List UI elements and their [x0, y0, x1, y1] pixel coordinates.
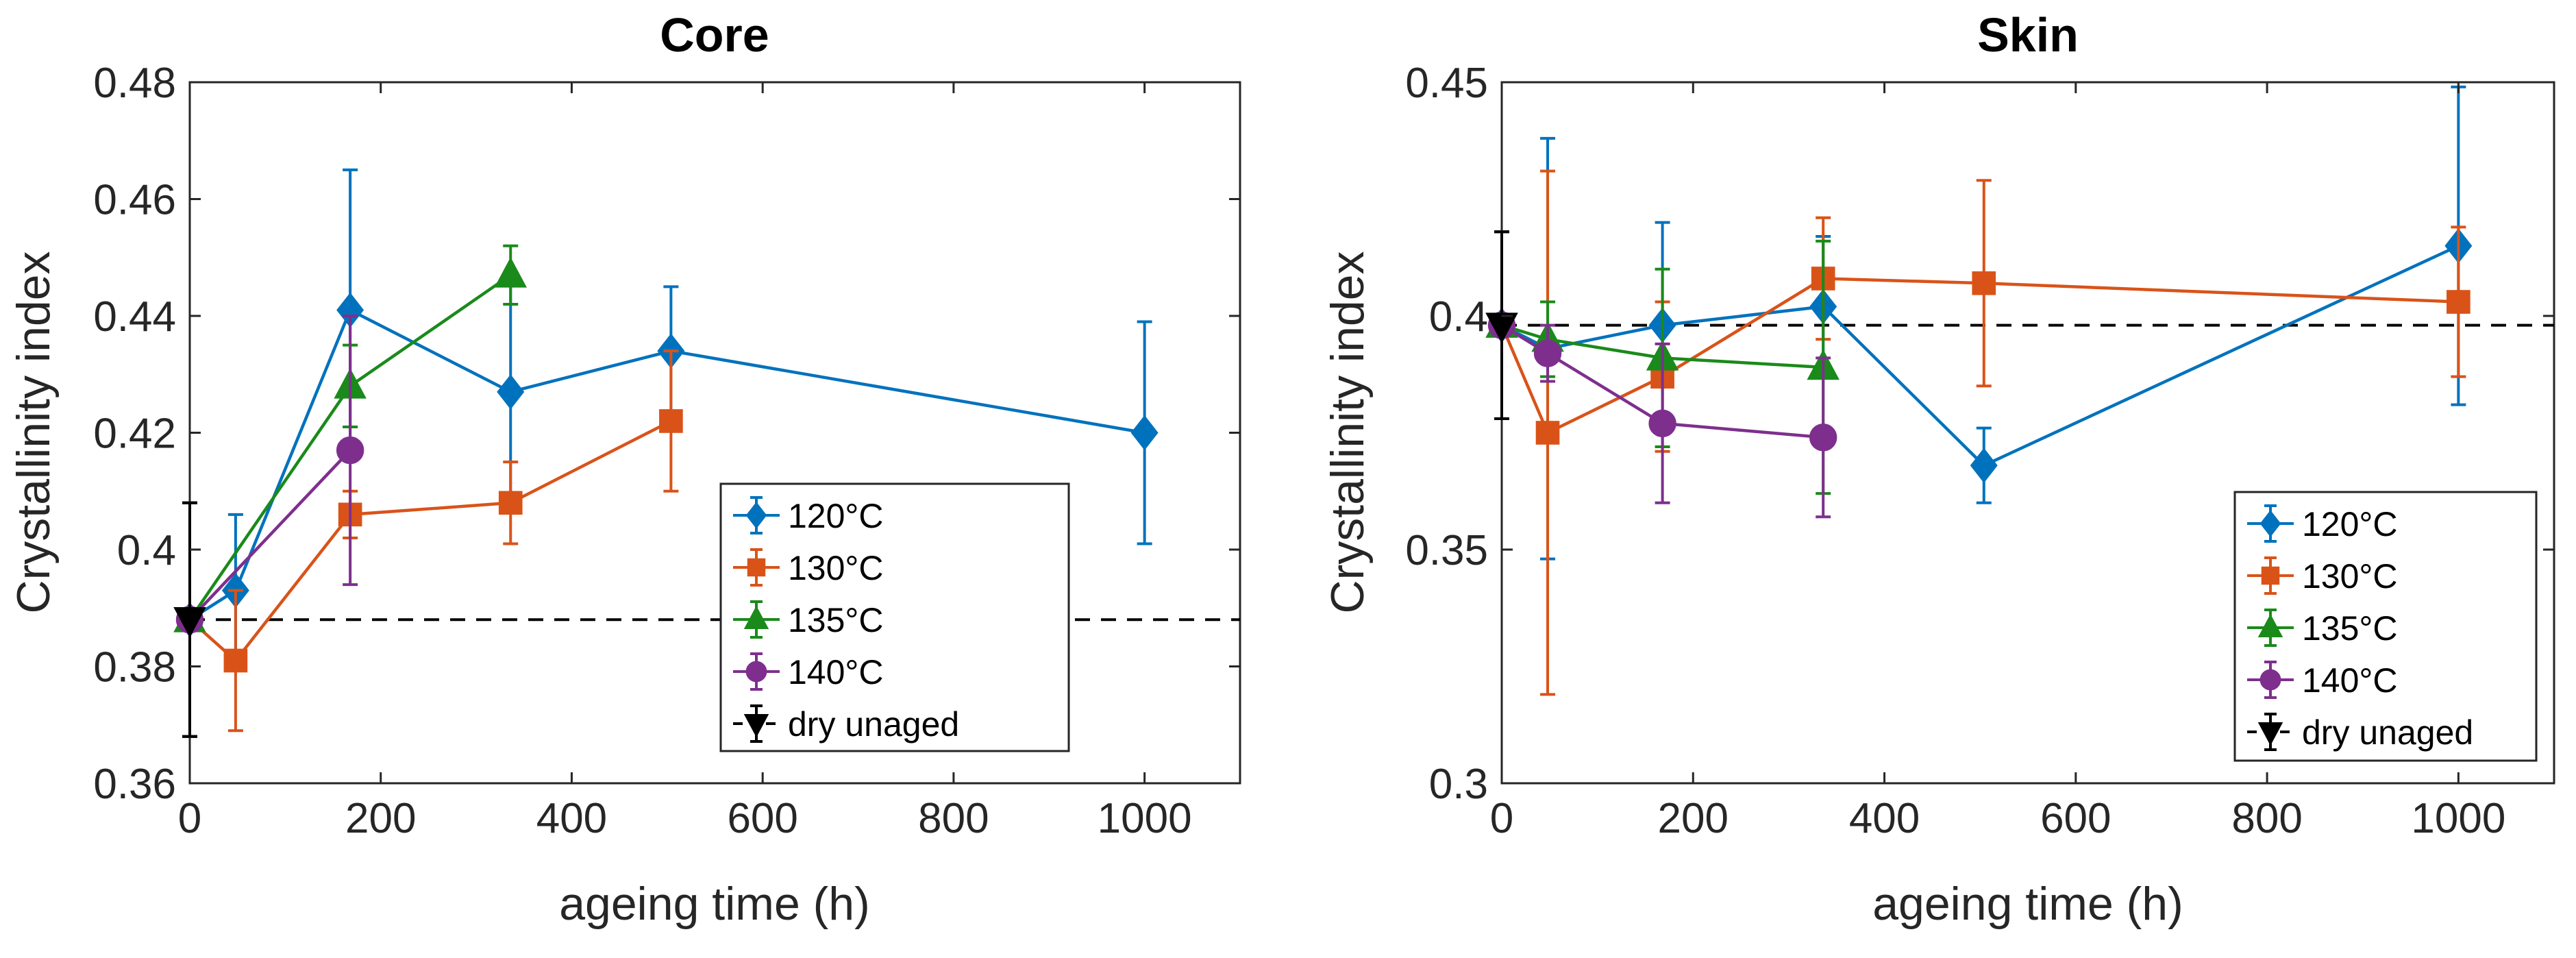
- core-y-tick-label: 0.44: [93, 293, 176, 341]
- core-chart: 0 200 400 600 800 1000 0.36 0.38 0.4 0.42 0.44 0.46…: [8, 8, 1241, 930]
- skin-legend-entry: 135°C: [2247, 609, 2398, 648]
- skin-data-point: [1535, 421, 1560, 445]
- core-legend-entry: 120°C: [733, 496, 884, 535]
- skin-legend-label: 140°C: [2302, 661, 2398, 700]
- skin-legend-marker: [2257, 613, 2283, 637]
- core-chart-title: Core: [660, 8, 769, 62]
- skin-legend-label: 120°C: [2302, 505, 2398, 543]
- core-legend-entry: 130°C: [733, 548, 884, 587]
- core-legend-marker: [747, 558, 766, 577]
- core-y-tick-label: 0.46: [93, 177, 176, 224]
- skin-dry-unaged-point: [1485, 312, 1518, 343]
- core-series-line: [188, 449, 351, 621]
- skin-y-tick-label: 0.3: [1429, 761, 1488, 808]
- core-x-axis-label: ageing time (h): [559, 878, 870, 930]
- skin-chart: 0 200 400 600 800 1000 0.3 0.35 0.4 0.45 Skin age…: [1322, 8, 2555, 930]
- skin-legend-entry: 140°C: [2247, 661, 2398, 700]
- core-plot-area: [188, 81, 1241, 785]
- skin-data-point: [1533, 339, 1562, 367]
- core-x-tick-label: 800: [918, 795, 989, 842]
- core-legend-label: 135°C: [788, 601, 884, 639]
- skin-data-point: [1809, 423, 1837, 452]
- skin-legend-entry: 130°C: [2247, 556, 2398, 595]
- skin-y-tick-label: 0.4: [1429, 293, 1488, 341]
- skin-legend-marker: [2259, 510, 2281, 537]
- skin-series-line: [1500, 323, 1824, 439]
- skin-y-tick-label: 0.45: [1405, 60, 1488, 107]
- core-legend-marker: [743, 605, 769, 629]
- core-x-tick-label: 400: [536, 795, 607, 842]
- core-legend-label: 140°C: [788, 653, 884, 691]
- core-x-tick-label: 0: [178, 795, 201, 842]
- skin-legend-label: dry unaged: [2302, 713, 2473, 752]
- skin-data-point: [1972, 271, 1996, 295]
- skin-legend-label: 130°C: [2302, 557, 2398, 595]
- core-legend-marker: [745, 502, 767, 529]
- core-legend-label: 120°C: [788, 497, 884, 535]
- skin-legend-entry: dry unaged: [2247, 713, 2473, 752]
- core-data-point: [497, 374, 525, 410]
- core-data-point: [1130, 415, 1159, 451]
- core-x-tick-label: 200: [345, 795, 416, 842]
- core-x-tick-label: 600: [727, 795, 797, 842]
- core-data-point: [494, 257, 528, 288]
- skin-legend-label: 135°C: [2302, 609, 2398, 648]
- skin-x-axis-label: ageing time (h): [1872, 878, 2183, 930]
- core-data-point: [336, 436, 364, 465]
- core-legend-entry: dry unaged: [733, 704, 959, 744]
- core-legend-label: dry unaged: [788, 705, 959, 744]
- core-legend-marker: [745, 661, 767, 683]
- core-dry-unaged-point: [173, 607, 206, 638]
- core-y-tick-label: 0.4: [117, 527, 176, 574]
- skin-x-tick-label: 200: [1658, 795, 1729, 842]
- skin-y-axis-label: Crystallinity index: [1322, 251, 1374, 613]
- core-legend-entry: 140°C: [733, 652, 884, 691]
- skin-x-tick-label: 600: [2040, 795, 2111, 842]
- core-legend: 120°C 130°C 135°C 140°C dry unaged: [719, 482, 1070, 752]
- skin-series-line: [1501, 323, 1824, 369]
- core-legend-label: 130°C: [788, 549, 884, 587]
- skin-x-tick-label: 0: [1490, 795, 1513, 842]
- skin-chart-title: Skin: [1977, 8, 2079, 62]
- core-legend-box: [719, 482, 1070, 752]
- core-legend-entry: 135°C: [733, 600, 884, 639]
- core-data-point: [659, 409, 683, 433]
- skin-legend-entry: 120°C: [2247, 504, 2398, 543]
- skin-x-tick-label: 1000: [2411, 795, 2505, 842]
- core-y-axis-label: Crystallinity index: [8, 251, 60, 613]
- skin-legend-marker: [2261, 566, 2280, 585]
- skin-legend-marker: [2257, 722, 2283, 746]
- skin-y-tick-label: 0.35: [1405, 527, 1488, 574]
- core-y-tick-label: 0.36: [93, 761, 176, 808]
- core-data-point: [223, 648, 248, 673]
- core-data-point: [498, 491, 523, 515]
- skin-data-point: [1970, 447, 1998, 483]
- skin-x-tick-label: 800: [2231, 795, 2302, 842]
- skin-legend-marker: [2259, 669, 2281, 691]
- core-legend-marker: [743, 714, 769, 738]
- core-x-tick-label: 1000: [1098, 795, 1192, 842]
- skin-data-point: [2447, 290, 2470, 314]
- skin-legend: 120°C 130°C 135°C 140°C dry unaged: [2233, 491, 2538, 762]
- skin-series-line: [1500, 277, 2459, 435]
- skin-x-tick-label: 400: [1849, 795, 1920, 842]
- core-y-tick-label: 0.38: [93, 644, 176, 691]
- core-y-tick-label: 0.42: [93, 410, 176, 458]
- core-y-tick-label: 0.48: [93, 60, 176, 107]
- skin-data-point: [1648, 409, 1676, 438]
